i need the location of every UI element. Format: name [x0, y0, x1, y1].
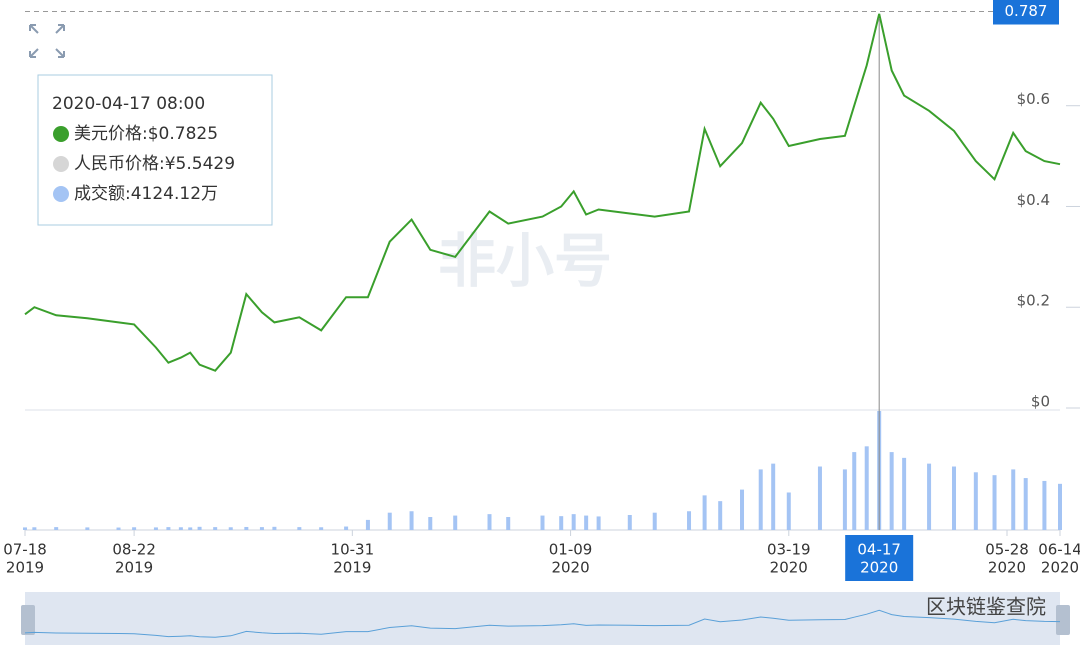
- expand-icon: [29, 24, 65, 58]
- volume-bar: [864, 446, 869, 530]
- price-line: [24, 13, 1061, 372]
- volume-bar: [54, 527, 59, 530]
- tooltip-item: 人民币价格:¥5.5429: [74, 154, 235, 174]
- volume-bar: [409, 511, 414, 530]
- y-tick-label: $0.4: [1017, 191, 1050, 209]
- volume-bar: [771, 463, 776, 530]
- volume-bar: [297, 527, 302, 530]
- x-tick-label: 03-19: [767, 541, 811, 559]
- volume-bar: [487, 514, 492, 530]
- volume-bar: [1011, 469, 1016, 530]
- volume-bar: [23, 527, 27, 530]
- volume-bar: [758, 469, 763, 530]
- tooltip-item: 美元价格:$0.7825: [74, 124, 218, 144]
- volume-bar: [344, 526, 349, 530]
- volume-bar: [571, 514, 576, 530]
- volume-bar: [559, 516, 564, 530]
- x-tick-label: 06-14: [1038, 541, 1080, 559]
- volume-bar: [1042, 480, 1047, 530]
- volume-bar: [197, 526, 202, 530]
- navigator-handle[interactable]: [21, 605, 35, 635]
- volume-bar: [627, 514, 632, 530]
- x-tick-label: 01-09: [549, 541, 593, 559]
- crosshair-x-label: 2020: [860, 559, 898, 577]
- crosshair-x-box: [845, 535, 914, 581]
- volume-bar: [902, 457, 907, 530]
- crosshair-y-box: [993, 0, 1059, 25]
- volume-bar: [387, 512, 392, 530]
- y-tick-label: $0.2: [1017, 292, 1050, 310]
- x-tick-label: 2019: [115, 559, 153, 577]
- tooltip-marker: [53, 126, 69, 142]
- volume-bar: [244, 526, 249, 530]
- x-tick-label: 07-18: [3, 541, 47, 559]
- volume-bar: [652, 512, 657, 530]
- volume-bar: [952, 466, 957, 530]
- tooltip-box: [37, 74, 273, 226]
- volume-bar: [32, 527, 37, 530]
- volume-bar: [540, 515, 545, 530]
- y-tick-label: $0.6: [1017, 90, 1050, 108]
- volume-bar: [718, 501, 723, 530]
- volume-bar: [132, 527, 137, 530]
- volume-bar: [506, 517, 511, 530]
- volume-bar: [596, 516, 601, 530]
- volume-bar: [365, 519, 370, 530]
- source-label: 区块链鉴查院: [926, 595, 1046, 619]
- volume-bar: [992, 475, 997, 530]
- volume-bar: [852, 452, 857, 530]
- volume-bar: [786, 492, 791, 530]
- volume-bar: [1058, 483, 1062, 530]
- x-tick-label: 05-28: [985, 541, 1029, 559]
- x-tick-label: 08-22: [112, 541, 156, 559]
- volume-bar: [213, 527, 218, 530]
- x-tick-label: 2020: [1041, 559, 1079, 577]
- x-tick-label: 2020: [770, 559, 808, 577]
- volume-bar: [259, 527, 264, 530]
- volume-bar: [1023, 478, 1028, 530]
- volume-bar: [428, 517, 433, 530]
- navigator-line: [24, 609, 1061, 638]
- tooltip-item: 成交额:4124.12万: [74, 184, 218, 204]
- volume-bar: [842, 469, 847, 530]
- crosshair-x-label: 04-17: [857, 541, 901, 559]
- volume-bar: [927, 463, 932, 530]
- tooltip-marker: [53, 156, 69, 172]
- x-tick-label: 2019: [6, 559, 44, 577]
- x-tick-label: 2020: [988, 559, 1026, 577]
- tooltip-marker: [53, 186, 69, 202]
- navigator-handle[interactable]: [1056, 605, 1070, 635]
- tooltip-title: 2020-04-17 08:00: [52, 94, 205, 114]
- volume-bar: [85, 527, 90, 530]
- x-tick-label: 10-31: [331, 541, 375, 559]
- volume-bar: [153, 527, 158, 530]
- volume-bar: [319, 527, 324, 530]
- volume-bar: [166, 527, 171, 530]
- volume-bar: [973, 472, 978, 530]
- volume-bar: [584, 515, 589, 530]
- watermark: 非小号: [438, 227, 612, 295]
- crosshair-y-label: 0.787: [1005, 2, 1048, 20]
- volume-bar: [178, 527, 183, 530]
- volume-bar: [188, 527, 193, 530]
- volume-bar: [116, 527, 121, 530]
- volume-bar: [889, 452, 894, 530]
- volume-bar: [817, 466, 822, 530]
- volume-bar: [272, 526, 277, 530]
- x-tick-label: 2019: [333, 559, 371, 577]
- volume-bar: [453, 515, 458, 530]
- navigator[interactable]: [25, 592, 1060, 645]
- volume-bar: [687, 511, 692, 530]
- volume-bar: [228, 527, 233, 530]
- volume-bar: [702, 495, 707, 530]
- volume-bar: [740, 489, 745, 530]
- y-tick-label: $0: [1031, 393, 1050, 411]
- x-tick-label: 2020: [551, 559, 589, 577]
